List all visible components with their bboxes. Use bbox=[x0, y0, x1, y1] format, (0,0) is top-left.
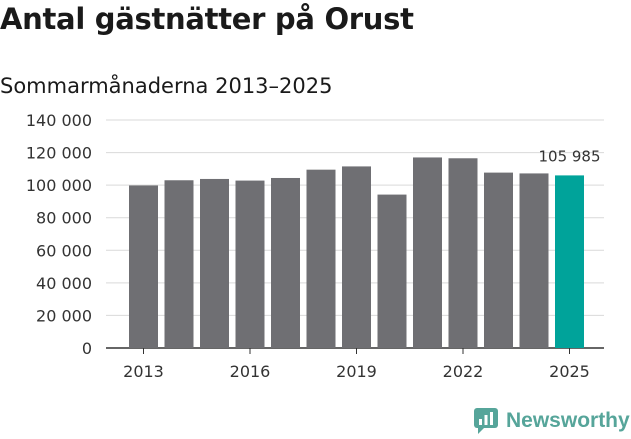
bar-2017 bbox=[271, 177, 300, 348]
y-tick-label: 120 000 bbox=[26, 144, 92, 163]
y-axis-ticks: 0 20 000 40 000 60 000 80 000 100 000 120 000 1… bbox=[26, 111, 92, 358]
x-tick-label: 2019 bbox=[336, 362, 377, 381]
y-tick-label: 60 000 bbox=[36, 241, 92, 260]
bar-2021 bbox=[413, 157, 442, 348]
bar-2024 bbox=[519, 173, 549, 348]
y-tick-label: 100 000 bbox=[26, 176, 92, 195]
y-tick-label: 140 000 bbox=[26, 111, 92, 130]
x-tick-label: 2016 bbox=[230, 362, 271, 381]
bar-2023 bbox=[484, 172, 513, 348]
data-labels: 105 985 bbox=[538, 147, 600, 165]
bar-2016 bbox=[235, 180, 265, 348]
bar-2022 bbox=[448, 158, 478, 348]
y-tick-label: 0 bbox=[82, 339, 92, 358]
x-tick-label: 2025 bbox=[549, 362, 590, 381]
newsworthy-logo: Newsworthy bbox=[474, 408, 630, 434]
y-tick-label: 20 000 bbox=[36, 306, 92, 325]
x-tick-label: 2022 bbox=[443, 362, 484, 381]
y-tick-label: 80 000 bbox=[36, 209, 92, 228]
bar-2025 bbox=[555, 175, 584, 348]
y-tick-label: 40 000 bbox=[36, 274, 92, 293]
chart-title: Antal gästnätter på Orust bbox=[0, 2, 414, 36]
bar-2020 bbox=[377, 194, 407, 348]
bar-2015 bbox=[200, 178, 229, 348]
bar-2013 bbox=[129, 185, 158, 348]
newsworthy-chart-icon bbox=[474, 408, 498, 434]
bar-2019 bbox=[342, 166, 371, 348]
bars bbox=[129, 157, 584, 348]
x-axis-ticks: 2013 2016 2019 2022 2025 bbox=[123, 348, 590, 381]
bar-2018 bbox=[306, 169, 336, 348]
data-label: 105 985 bbox=[538, 147, 600, 165]
brand-name: Newsworthy bbox=[506, 409, 630, 432]
bar-2014 bbox=[164, 180, 194, 348]
chart-subtitle: Sommarmånaderna 2013–2025 bbox=[0, 74, 333, 98]
x-tick-label: 2013 bbox=[123, 362, 164, 381]
